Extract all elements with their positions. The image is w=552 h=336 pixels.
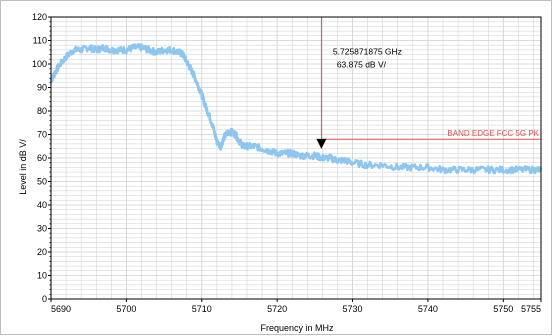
x-tick-label: 5710 bbox=[192, 304, 212, 314]
x-tick-label: 5720 bbox=[267, 304, 287, 314]
y-tick-label: 100 bbox=[32, 59, 47, 69]
x-tick-label: 5690 bbox=[51, 304, 71, 314]
x-axis-title: Frequency in MHz bbox=[260, 323, 334, 333]
y-tick-label: 80 bbox=[37, 106, 47, 116]
x-tick-label: 5730 bbox=[343, 304, 363, 314]
y-tick-label: 90 bbox=[37, 83, 47, 93]
y-axis-title: Level in dB V/ bbox=[18, 139, 28, 195]
y-tick-label: 40 bbox=[37, 200, 47, 210]
marker-frequency-label: 5.725871875 GHz bbox=[333, 47, 402, 57]
y-tick-label: 60 bbox=[37, 153, 47, 163]
y-tick-label: 20 bbox=[37, 247, 47, 257]
y-tick-label: 50 bbox=[37, 177, 47, 187]
marker-triangle bbox=[316, 138, 327, 149]
x-tick-label: 5750 bbox=[493, 304, 513, 314]
spectrum-trace bbox=[49, 43, 543, 175]
x-tick-label: 5755 bbox=[521, 304, 541, 314]
marker-level-label: 63.875 dB V/ bbox=[337, 60, 387, 70]
y-tick-label: 110 bbox=[33, 36, 47, 46]
limit-line-label: BAND EDGE FCC 5G PK bbox=[447, 129, 539, 138]
y-tick-label: 0 bbox=[42, 294, 47, 304]
x-tick-label: 5740 bbox=[418, 304, 438, 314]
y-tick-label: 10 bbox=[37, 271, 47, 281]
y-tick-label: 120 bbox=[32, 12, 47, 22]
x-tick-label: 5700 bbox=[116, 304, 136, 314]
y-tick-label: 30 bbox=[37, 224, 47, 234]
y-tick-label: 70 bbox=[37, 130, 47, 140]
